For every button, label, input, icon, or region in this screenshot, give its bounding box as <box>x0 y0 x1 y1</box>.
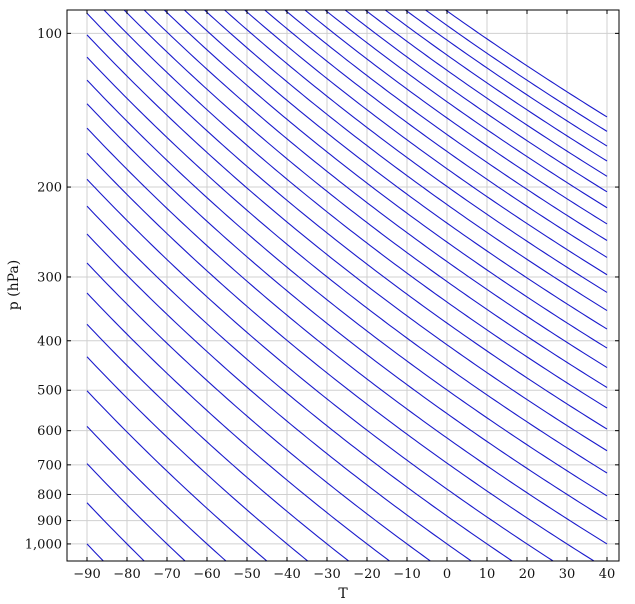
adiabat-line <box>86 502 145 561</box>
x-tick-label: −20 <box>353 567 380 582</box>
adiabat-line <box>86 425 227 561</box>
adiabat-line <box>86 356 309 561</box>
adiabat-line <box>86 127 608 545</box>
adiabat-line <box>324 10 608 209</box>
x-tick-label: 30 <box>559 567 576 582</box>
adiabat-line <box>203 10 608 311</box>
adiabat-line <box>263 10 608 258</box>
grid-lines <box>67 10 619 561</box>
adiabat-line <box>103 10 608 409</box>
adiabat-line <box>344 10 608 193</box>
adiabat-line <box>86 323 350 561</box>
adiabat-line <box>86 262 432 561</box>
x-tick-label: 20 <box>519 567 536 582</box>
x-axis-label: T <box>338 586 348 602</box>
adiabat-line <box>86 79 608 497</box>
adiabat-line <box>404 10 608 147</box>
y-tick-label: 300 <box>37 270 62 285</box>
adiabat-line <box>223 10 608 293</box>
adiabat-line <box>163 10 608 349</box>
x-tick-label: −60 <box>193 567 220 582</box>
adiabat-line <box>283 10 608 241</box>
x-tick-label: −50 <box>233 567 260 582</box>
axis-ticks: −90 −80 −70 −60 −50 −40 −30 −20 −10 0 10 20 30 40 100 2… <box>25 10 619 582</box>
adiabat-line <box>444 10 608 118</box>
adiabat-line <box>86 233 473 561</box>
adiabat-line <box>183 10 608 330</box>
adiabat-line <box>143 10 608 369</box>
y-tick-label: 700 <box>37 458 62 473</box>
plot-frame <box>66 9 620 562</box>
adiabat-line <box>304 10 608 225</box>
adiabat-line <box>86 103 608 521</box>
x-tick-label: 10 <box>479 567 496 582</box>
adiabat-line <box>86 543 105 561</box>
adiabat-line <box>243 10 608 276</box>
y-tick-label: 100 <box>37 27 62 42</box>
x-tick-label: 0 <box>443 567 451 582</box>
adiabat-line <box>364 10 608 177</box>
y-tick-label: 200 <box>37 181 62 196</box>
x-tick-label: −90 <box>73 567 100 582</box>
adiabat-line <box>86 178 555 561</box>
y-tick-label: 1,000 <box>25 537 62 552</box>
y-tick-label: 900 <box>37 514 62 529</box>
adiabat-line <box>86 463 186 561</box>
adiabat-lines <box>86 10 608 561</box>
x-tick-label: −40 <box>273 567 300 582</box>
adiabat-line <box>86 152 596 561</box>
y-tick-label: 600 <box>37 424 62 439</box>
y-tick-label: 800 <box>37 488 62 503</box>
y-tick-label: 500 <box>37 384 62 399</box>
x-tick-label: −30 <box>313 567 340 582</box>
adiabat-line <box>86 292 391 561</box>
x-tick-label: −70 <box>153 567 180 582</box>
x-tick-label: 40 <box>599 567 616 582</box>
x-tick-label: −10 <box>393 567 420 582</box>
y-tick-label: 400 <box>37 334 62 349</box>
adiabat-line <box>86 390 268 561</box>
adiabat-line <box>424 10 608 132</box>
adiabat-line <box>123 10 608 388</box>
adiabat-line <box>86 205 514 561</box>
adiabat-line <box>384 10 608 162</box>
adiabat-line <box>86 34 608 452</box>
x-tick-label: −80 <box>113 567 140 582</box>
y-axis-label: p (hPa) <box>6 260 22 311</box>
adiabat-line <box>86 56 608 474</box>
adiabat-line <box>86 12 608 430</box>
